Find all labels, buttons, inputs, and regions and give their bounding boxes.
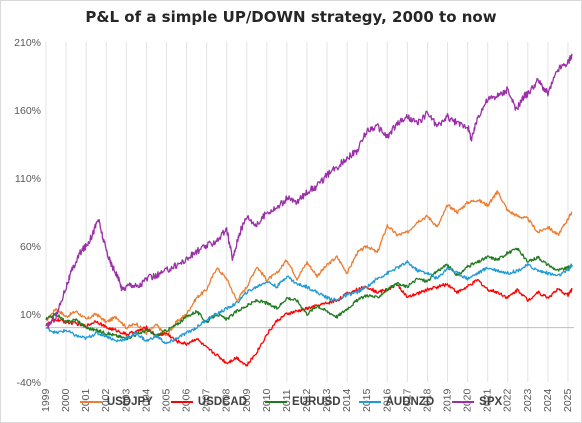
series-lines [45,53,573,367]
legend-label: AUDNZD [385,396,435,408]
x-tick-label: 2023 [522,388,534,412]
legend-item-usdjpy: USDJPY [79,396,153,408]
series-line-usdjpy [45,190,573,337]
x-tick-label: 2004 [140,388,152,412]
x-tick-label: 2013 [321,388,333,412]
y-tick-label: 210% [14,37,41,49]
x-tick-label: 2009 [241,388,253,412]
x-tick-label: 2000 [60,388,72,412]
x-tick-label: 2007 [201,388,213,412]
legend-item-usdcad: USDCAD [170,396,248,408]
x-tick-label: 2025 [562,388,574,412]
x-tick-label: 2016 [381,388,393,412]
x-tick-label: 2002 [100,388,112,412]
x-tick-labels: 1999 2000 2001 2002 2003 2004 2005 2006 2007 2008… [40,388,574,412]
x-tick-label: 2021 [482,388,494,412]
y-tick-label: 60% [20,241,41,253]
x-tick-label: 2018 [421,388,433,412]
x-tick-label: 2024 [542,388,554,412]
legend-label: USDCAD [197,396,248,408]
legend-item-audnzd: AUDNZD [358,396,435,408]
x-tick-label: 2020 [462,388,474,412]
x-tick-label: 2011 [281,389,293,412]
series-line-audnzd [45,260,573,345]
x-tick-label: 2010 [261,388,273,412]
y-tick-label: 160% [14,105,41,117]
legend-label: USDJPY [106,396,153,408]
legend-label: SPX [479,396,503,408]
x-tick-label: 2014 [341,388,353,412]
x-tick-label: 2022 [502,388,514,412]
legend-swatch [358,401,381,403]
x-tick-label: 1999 [40,388,52,412]
legend-label: EURUSD [292,396,341,408]
x-tick-label: 2015 [361,388,373,412]
y-tick-label: 10% [20,309,41,321]
x-tick-label: 2012 [301,388,313,412]
x-tick-label: 2006 [181,388,193,412]
x-tick-label: 2008 [221,388,233,412]
x-tick-label: 2019 [442,388,454,412]
legend-item-spx: SPX [452,396,502,408]
x-tick-label: 2003 [120,388,132,412]
legend-swatch [170,401,193,403]
legend-item-eurusd: EURUSD [265,396,341,408]
y-tick-labels: -40% 10% 60% 110% 160% 210% [14,37,41,389]
legend-swatch [452,401,475,403]
vertical-gridlines [45,42,569,382]
chart-title: P&L of a simple UP/DOWN strategy, 2000 t… [85,8,497,26]
x-tick-label: 2001 [80,388,92,412]
legend: USDJPY USDCAD EURUSD AUDNZD SPX [0,396,582,408]
y-tick-label: -40% [16,377,41,389]
x-tick-label: 2005 [160,388,172,412]
series-line-spx [45,53,573,329]
legend-swatch [265,401,288,403]
y-tick-label: 110% [15,173,41,185]
series-line-eurusd [45,247,573,341]
x-tick-label: 2017 [401,388,413,412]
series-line-usdcad [45,278,573,367]
legend-swatch [79,401,102,403]
